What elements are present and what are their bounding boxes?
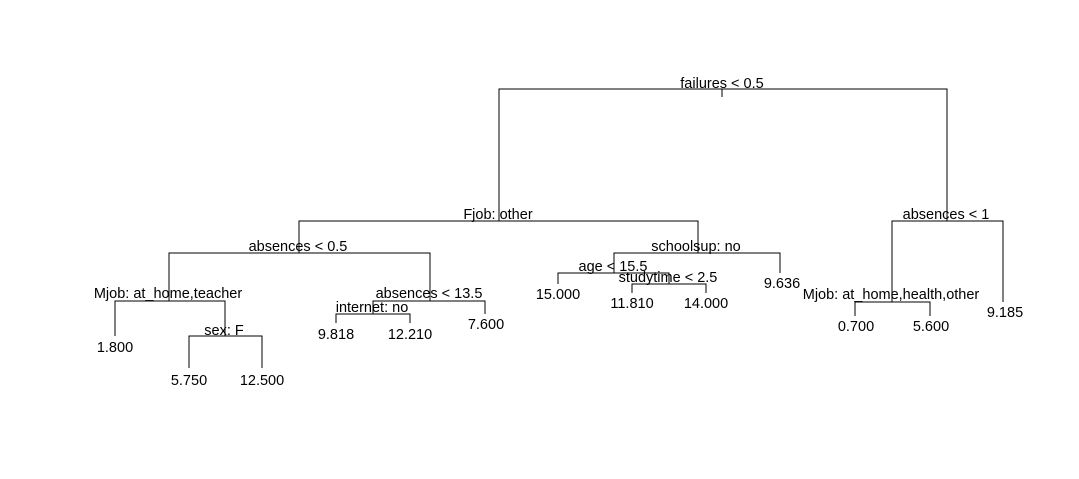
age-branch: [557, 272, 670, 284]
leaf-value: 14.000: [684, 296, 728, 312]
leaf-value: 12.500: [240, 373, 284, 389]
leaf-value: 9.636: [764, 276, 800, 292]
leaf-value: 5.750: [171, 373, 207, 389]
split-absences-135-label: absences < 13.5: [376, 286, 483, 302]
split-mjob-right-label: Mjob: at_home,health,other: [803, 287, 980, 303]
split-schoolsup-label: schoolsup: no: [651, 239, 740, 255]
split-studytime-label: studytime < 2.5: [619, 270, 718, 286]
split-internet-label: internet: no: [336, 300, 409, 316]
leaf-value: 7.600: [468, 317, 504, 333]
mjob-right-branch: [854, 301, 931, 316]
schoolsup-branch: [613, 252, 781, 273]
split-mjob-left-label: Mjob: at_home,teacher: [94, 286, 242, 302]
split-labels: failures < 0.5 Fjob: other absences < 1 …: [94, 76, 989, 339]
fjob-branch: [298, 220, 699, 253]
absences-05-branch: [168, 252, 431, 301]
split-absences-05-label: absences < 0.5: [249, 239, 348, 255]
sex-branch: [188, 335, 263, 368]
leaf-value: 0.700: [838, 319, 874, 335]
tree-edges: [114, 88, 1004, 368]
mjob-left-branch: [114, 300, 226, 336]
absences-1-branch: [891, 220, 1004, 302]
split-age-label: age < 15.5: [579, 259, 648, 275]
leaf-value: 15.000: [536, 287, 580, 303]
split-absences-1-label: absences < 1: [903, 207, 990, 223]
leaf-value: 1.800: [97, 340, 133, 356]
leaf-labels: 1.800 5.750 12.500 9.818 12.210 7.600 15…: [97, 276, 1023, 389]
leaf-value: 12.210: [388, 327, 432, 343]
internet-branch: [335, 313, 411, 323]
leaf-value: 5.600: [913, 319, 949, 335]
studytime-branch: [631, 283, 707, 293]
root-branch: [498, 88, 948, 221]
leaf-value: 9.818: [318, 327, 354, 343]
split-root-label: failures < 0.5: [680, 76, 763, 92]
leaf-value: 9.185: [987, 305, 1023, 321]
split-fjob-label: Fjob: other: [463, 207, 532, 223]
split-sex-label: sex: F: [204, 323, 244, 339]
leaf-value: 11.810: [610, 296, 653, 312]
absences-135-branch: [372, 300, 486, 314]
